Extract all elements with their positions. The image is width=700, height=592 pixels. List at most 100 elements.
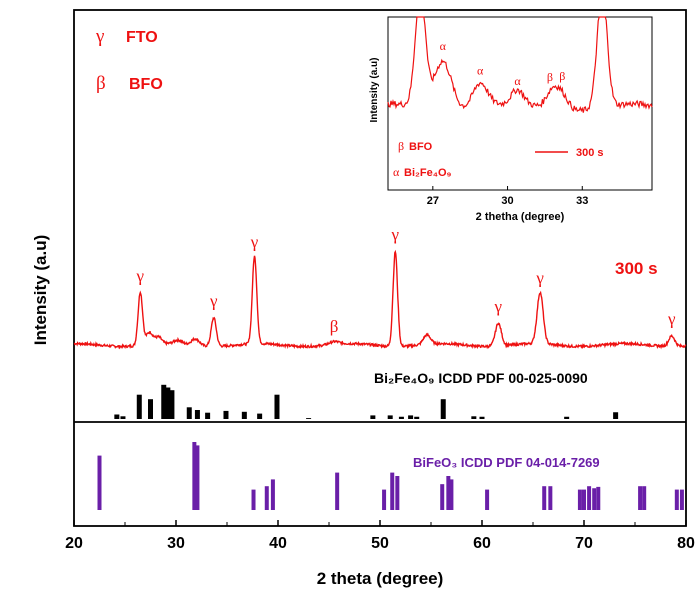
bi2fe4o9-stick [114, 414, 120, 419]
inset-peak-marker: α [514, 74, 521, 88]
inset-pattern-line [387, 16, 653, 113]
bifeo3-stick [679, 489, 684, 510]
x-tick-label: 60 [473, 535, 491, 552]
x-tick-label: 70 [575, 535, 593, 552]
bifeo3-stick [638, 486, 643, 510]
sample-label: 300 s [615, 259, 658, 278]
inset-peak-marker: β [559, 69, 565, 83]
bi2fe4o9-stick [194, 410, 200, 419]
bi2fe4o9-stick [257, 413, 263, 419]
peak-marker: β [330, 317, 339, 336]
legend-label-bfo: BFO [129, 76, 163, 93]
bi2fe4o9-stick [471, 416, 477, 419]
bifeo3-stick [485, 489, 490, 510]
peak-marker: γ [494, 297, 503, 316]
bifeo3-stick [390, 472, 395, 510]
bifeo3-stick [382, 489, 387, 510]
bifeo3-stick [548, 486, 553, 510]
bifeo3-stick [395, 476, 400, 510]
x-axis: 20 30 40 50 60 70 80 [65, 520, 695, 552]
x-tick-label: 20 [65, 535, 83, 552]
bifeo3-stick [449, 479, 454, 510]
peak-marker: γ [209, 291, 218, 310]
inset-legend-label-sample: 300 s [576, 147, 604, 159]
inset-peak-marker: β [547, 70, 553, 84]
bifeo3-stick [192, 442, 197, 510]
main-legend: γ FTO β BFO [95, 26, 163, 94]
bifeo3-stick [251, 489, 256, 510]
bi2fe4o9-stick [205, 412, 211, 419]
inset-y-axis-label: Intensity (a.u) [369, 57, 380, 122]
legend-symbol-bfo: β [96, 73, 106, 94]
bifeo3-stick [195, 445, 200, 510]
inset-legend-symbol-bi2fe4o9: α [393, 165, 400, 179]
bifeo3-stick [642, 486, 647, 510]
inset-x-axis: 27 30 33 [427, 186, 588, 207]
bifeo3-stick [440, 484, 445, 510]
inset-x-tick-label: 33 [576, 195, 588, 207]
bi2fe4o9-reference-label: Bi₂Fe₄O₉ ICDD PDF 00-025-0090 [374, 370, 588, 386]
y-axis-label: Intensity (a.u) [31, 235, 50, 346]
bi2fe4o9-stick [564, 416, 570, 419]
peak-marker: γ [535, 269, 544, 288]
legend-symbol-fto: γ [95, 26, 104, 47]
bifeo3-stick [97, 455, 102, 510]
inset-x-tick-label: 30 [501, 195, 513, 207]
bi2fe4o9-stick [136, 394, 142, 419]
bi2fe4o9-reference-sticks [114, 384, 619, 419]
x-tick-label: 30 [167, 535, 185, 552]
bifeo3-reference-sticks [97, 442, 684, 510]
legend-label-fto: FTO [126, 29, 158, 46]
inset-legend-symbol-bfo: β [398, 139, 404, 153]
inset-chart: ααα β β 27 30 33 2 thetha (degree) Intensity… [369, 16, 653, 223]
bi2fe4o9-stick [440, 399, 446, 419]
inset-peak-marker: α [440, 39, 447, 53]
bi2fe4o9-stick [414, 416, 420, 419]
inset-border [387, 16, 653, 191]
bifeo3-stick [264, 486, 269, 510]
bi2fe4o9-stick [169, 390, 175, 419]
x-axis-label: 2 theta (degree) [317, 569, 444, 588]
bi2fe4o9-stick [274, 394, 280, 419]
peak-markers: γ γ γ β γ γ γ γ [136, 225, 676, 336]
peak-marker: γ [667, 310, 676, 329]
bifeo3-stick [587, 486, 592, 510]
x-tick-label: 40 [269, 535, 287, 552]
x-tick-label: 80 [677, 535, 695, 552]
bi2fe4o9-stick [120, 416, 126, 419]
bi2fe4o9-stick [223, 410, 229, 419]
bi2fe4o9-stick [370, 415, 376, 419]
bifeo3-stick [674, 489, 679, 510]
inset-peak-marker: α [477, 63, 484, 77]
bifeo3-stick [270, 479, 275, 510]
bi2fe4o9-stick [613, 412, 619, 419]
bi2fe4o9-stick [148, 399, 153, 419]
bifeo3-stick [596, 486, 601, 510]
bifeo3-stick [582, 489, 586, 510]
bifeo3-stick [446, 476, 451, 510]
inset-legend-label-bi2fe4o9: Bi₂Fe₄O₉ [404, 167, 452, 179]
bi2fe4o9-stick [408, 415, 414, 419]
bi2fe4o9-stick [479, 416, 485, 419]
peak-marker: γ [391, 225, 400, 244]
bifeo3-stick [592, 488, 597, 510]
peak-marker: γ [250, 233, 259, 252]
bi2fe4o9-stick [186, 407, 192, 419]
bi2fe4o9-stick [241, 411, 247, 419]
inset-x-tick-label: 27 [427, 195, 439, 207]
bifeo3-stick [577, 489, 582, 510]
bifeo3-reference-label: BiFeO₃ ICDD PDF 04-014-7269 [413, 455, 600, 470]
bi2fe4o9-stick [387, 415, 393, 419]
bifeo3-stick [335, 472, 340, 510]
inset-peak-markers: α α α β β [440, 39, 566, 88]
inset-legend-label-bfo: BFO [409, 141, 433, 153]
xrd-pattern-line [73, 249, 687, 350]
peak-marker: γ [136, 266, 145, 285]
bifeo3-stick [542, 486, 547, 510]
bi2fe4o9-stick [161, 384, 167, 419]
bi2fe4o9-stick [165, 387, 171, 419]
bi2fe4o9-stick [398, 416, 404, 419]
x-tick-label: 50 [371, 535, 389, 552]
bi2fe4o9-stick [306, 418, 312, 419]
